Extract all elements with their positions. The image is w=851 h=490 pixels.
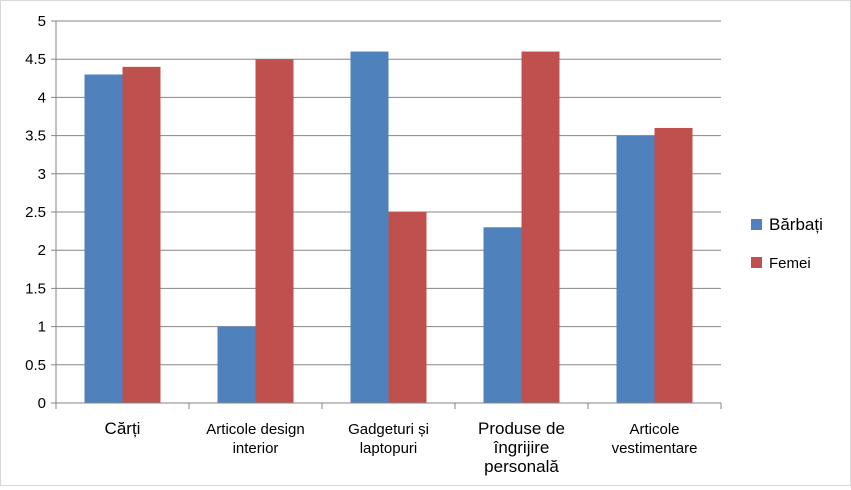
legend-swatch — [751, 219, 762, 230]
legend-swatch — [751, 257, 762, 268]
y-tick-label: 4.5 — [25, 51, 46, 68]
x-tick-label: Produse de îngrijire personală — [478, 419, 565, 476]
bar-femei — [521, 51, 560, 404]
bars — [84, 51, 693, 404]
y-tick-label: 1.5 — [25, 280, 46, 297]
y-tick-label: 1 — [38, 319, 46, 336]
legend: Bărbați Femei — [751, 215, 823, 272]
bar-barbati — [483, 227, 522, 403]
y-tick-label: 2 — [38, 242, 46, 259]
bar-femei — [122, 66, 161, 403]
x-tick-label: Gadgeturi și laptopuri — [348, 421, 429, 457]
y-tick-label: 3 — [38, 166, 46, 183]
y-tick-label: 3.5 — [25, 128, 46, 145]
bar-barbati — [616, 135, 655, 403]
legend-label: Bărbați — [769, 215, 823, 234]
y-tick-label: 2.5 — [25, 204, 46, 221]
y-tick-label: 0.5 — [25, 357, 46, 374]
bar-femei — [255, 59, 294, 403]
bar-femei — [654, 127, 693, 404]
bar-barbati — [217, 326, 256, 403]
y-tick-label: 0 — [38, 395, 46, 412]
bar-femei — [388, 212, 427, 403]
x-tick-labels: Cărți Articole design interior Gadgeturi și… — [105, 419, 698, 476]
y-tick-label: 5 — [38, 13, 46, 30]
legend-label: Femei — [769, 255, 811, 272]
x-tick-label: Articole vestimentare — [612, 421, 698, 457]
x-tick-label: Cărți — [105, 419, 141, 438]
bar-barbati — [84, 74, 123, 403]
y-tick-label: 4 — [38, 89, 46, 106]
x-tick-label: Articole design interior — [206, 421, 304, 457]
axes — [51, 20, 722, 409]
y-tick-labels: 0 0.5 1 1.5 2 2.5 3 3.5 4 4.5 5 — [25, 13, 46, 412]
bar-barbati — [350, 51, 389, 404]
